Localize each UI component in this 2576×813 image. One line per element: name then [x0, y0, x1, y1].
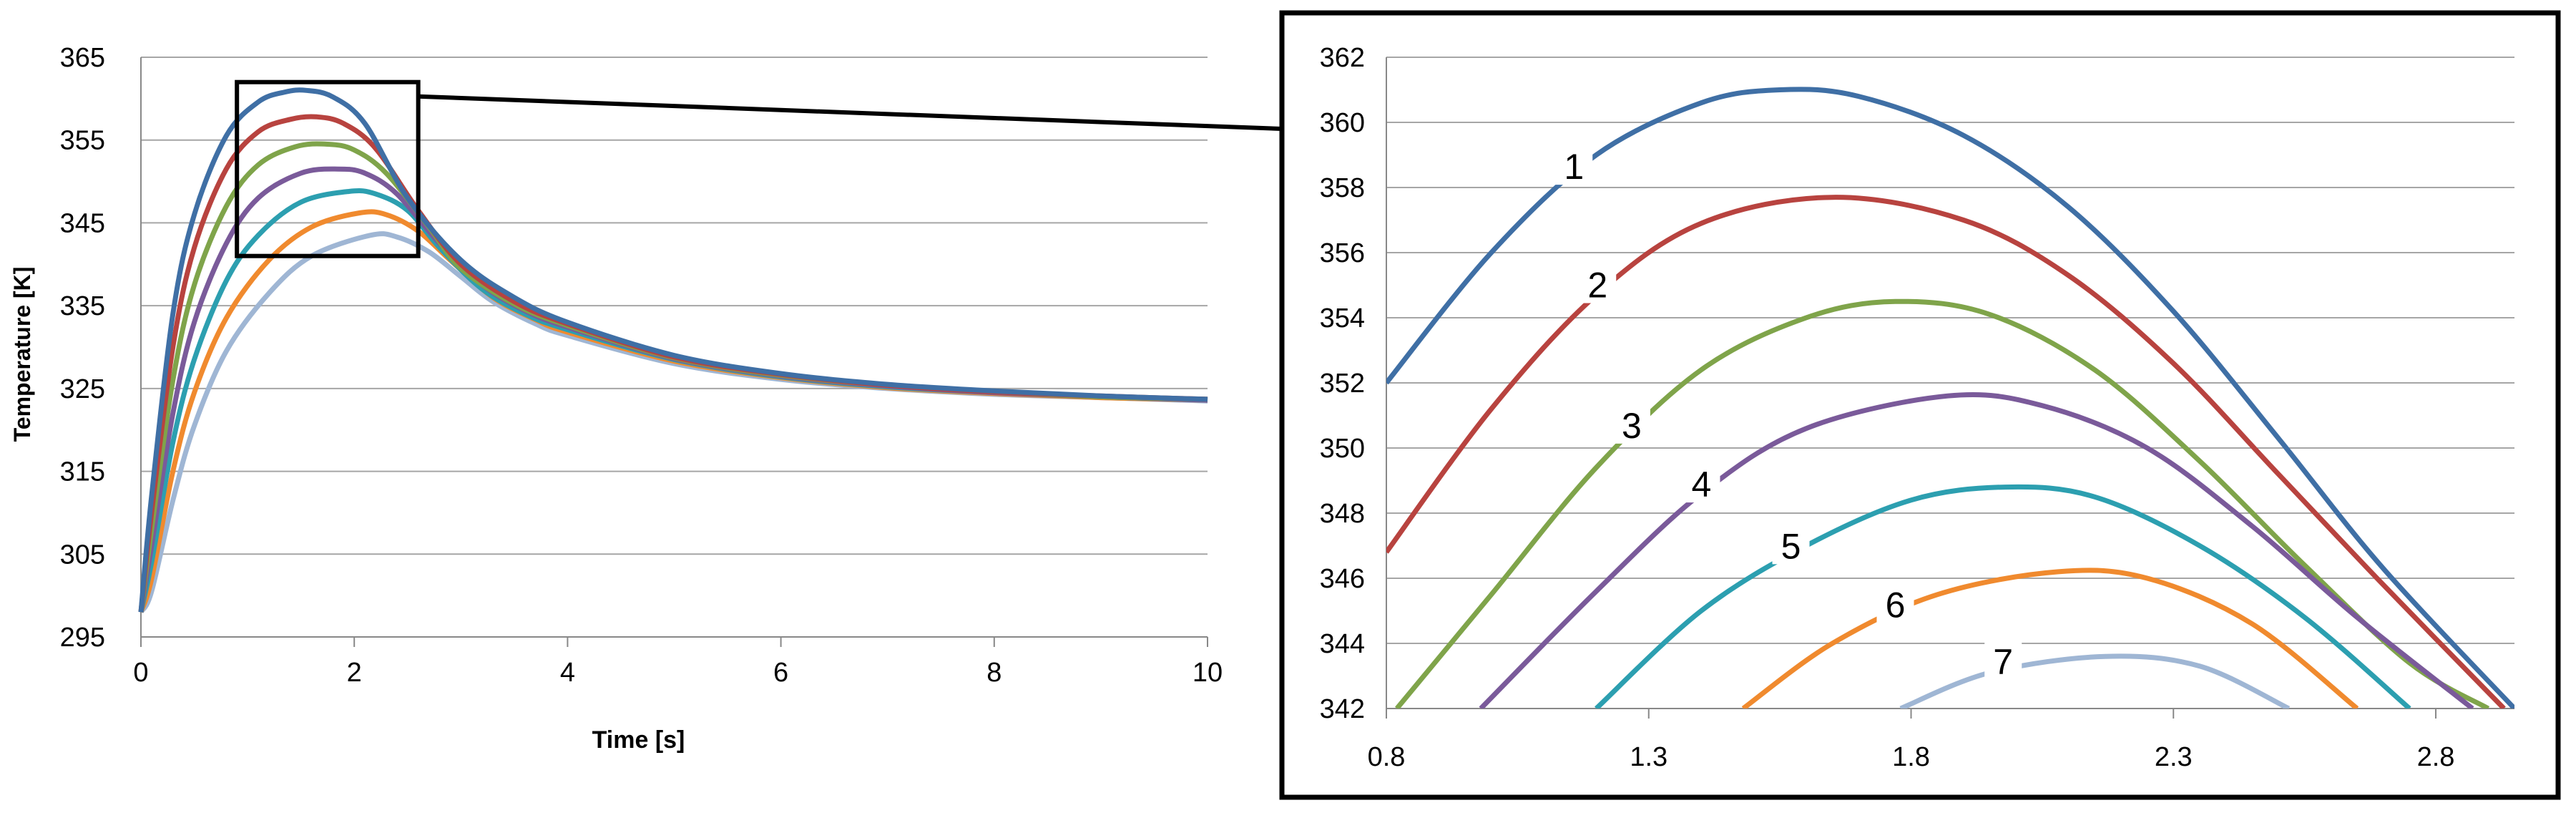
inset-series-line-2 [1386, 195, 2506, 709]
curve-label-4: 4 [1692, 464, 1712, 505]
inset-series-lines [1386, 87, 2514, 709]
inset-x-tick-label: 2.8 [2417, 742, 2455, 772]
curve-label-1: 1 [1564, 147, 1584, 187]
x-tick-label: 2 [347, 658, 362, 688]
series-line-1 [138, 87, 1208, 613]
curve-label-6: 6 [1886, 585, 1906, 625]
inset-series-line-7 [1899, 653, 2291, 709]
inset-y-tick-label: 350 [1320, 434, 1365, 464]
inset-series-line-3 [1395, 298, 2490, 709]
y-tick-label: 305 [60, 540, 105, 570]
zoom-connector-line [418, 94, 1283, 131]
curve-label-mask [1984, 638, 2022, 680]
curve-label-mask [1772, 522, 1810, 565]
curve-label-mask [1876, 581, 1914, 623]
inset-x-tick-labels: 0.8 1.3 1.8 2.3 2.8 [1368, 742, 2455, 772]
curve-label-mask [1579, 261, 1617, 303]
series-line-6 [138, 209, 1208, 613]
y-tick-label: 295 [60, 623, 105, 653]
curve-label-7: 7 [1993, 642, 2013, 682]
inset-series-line-4 [1479, 391, 2474, 709]
inset-y-tick-label: 356 [1320, 238, 1365, 268]
y-tick-label: 315 [60, 457, 105, 487]
x-axis-title: Time [s] [592, 726, 685, 754]
left-axes [140, 57, 1208, 647]
inset-y-tick-label: 352 [1320, 369, 1365, 399]
main-temperature-chart: 295 305 315 325 335 345 355 365 0 2 4 6 8 10 Time [s… [9, 43, 1283, 754]
curve-label-mask [1612, 401, 1650, 444]
y-tick-label: 335 [60, 291, 105, 321]
y-axis-title: Temperature [K] [9, 267, 35, 442]
curve-label-5: 5 [1781, 526, 1801, 566]
x-tick-label: 0 [133, 658, 148, 688]
y-tick-label: 345 [60, 208, 105, 238]
inset-y-tick-label: 342 [1320, 694, 1365, 724]
x-tick-label: 10 [1192, 658, 1223, 688]
inset-x-tick-label: 2.3 [2155, 742, 2193, 772]
inset-y-tick-label: 348 [1320, 499, 1365, 529]
zoom-region-box [235, 79, 421, 258]
inset-y-tick-label: 344 [1320, 629, 1365, 659]
inset-curve-labels: 1 2 3 4 5 6 7 [1555, 143, 2022, 682]
left-gridlines [141, 57, 1208, 555]
y-tick-label: 325 [60, 374, 105, 404]
inset-y-tick-label: 358 [1320, 173, 1365, 203]
inset-y-tick-label: 360 [1320, 108, 1365, 138]
inset-y-tick-label: 346 [1320, 564, 1365, 594]
x-tick-label: 8 [986, 658, 1001, 688]
inset-y-tick-label: 362 [1320, 43, 1365, 73]
series-line-3 [138, 141, 1208, 613]
inset-frame [1279, 10, 2561, 800]
left-y-tick-labels: 295 305 315 325 335 345 355 365 [60, 43, 105, 653]
inset-y-tick-labels: 342 344 346 348 350 352 354 356 358 360 362 [1320, 43, 1365, 724]
left-series-lines [138, 87, 1208, 614]
inset-x-tick-label: 1.8 [1892, 742, 1930, 772]
curve-label-mask [1555, 143, 1593, 185]
inset-series-line-6 [1741, 568, 2359, 709]
y-tick-label: 355 [60, 126, 105, 156]
curve-label-mask [1683, 461, 1720, 503]
y-tick-label: 365 [60, 43, 105, 73]
inset-y-tick-label: 354 [1320, 303, 1365, 334]
inset-x-tick-label: 0.8 [1368, 742, 1406, 772]
curve-label-2: 2 [1587, 266, 1607, 306]
x-tick-label: 6 [773, 658, 788, 688]
inset-series-line-5 [1595, 484, 2411, 709]
curve-label-3: 3 [1622, 406, 1642, 446]
inset-x-tick-label: 1.3 [1630, 742, 1667, 772]
x-tick-label: 4 [560, 658, 575, 688]
series-line-7 [138, 231, 1208, 614]
left-x-tick-labels: 0 2 4 6 8 10 [133, 658, 1223, 688]
